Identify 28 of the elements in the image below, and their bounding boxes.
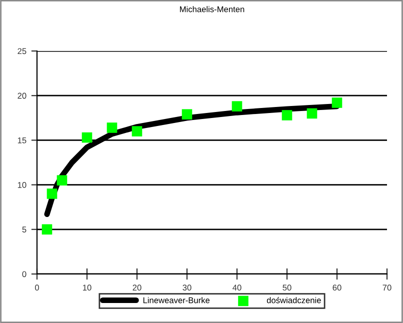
legend-label: doświadczenie xyxy=(266,297,321,304)
y-tick-label: 0 xyxy=(22,271,26,278)
point xyxy=(232,101,242,112)
y-tick-label: 5 xyxy=(22,226,26,232)
x-tick-label: 70 xyxy=(382,284,392,291)
x-tick-label: 0 xyxy=(35,284,39,291)
point xyxy=(106,122,118,133)
y-tick-label: 25 xyxy=(18,48,26,54)
chart-title: Michaelis-Menten xyxy=(180,6,244,12)
y-tick-label: 15 xyxy=(18,137,26,144)
point xyxy=(82,132,92,143)
point xyxy=(332,98,342,108)
x-tick-label: 50 xyxy=(282,284,292,291)
x-tick-label: 30 xyxy=(182,284,192,291)
point xyxy=(56,175,68,186)
point xyxy=(306,108,318,119)
y-tick-label: 10 xyxy=(18,182,26,188)
point xyxy=(42,224,52,235)
legend-label: Lineweaver-Burke xyxy=(143,297,210,304)
point xyxy=(132,126,142,136)
x-tick-label: 20 xyxy=(132,284,142,291)
y-tick-label: 20 xyxy=(18,92,26,99)
point xyxy=(182,109,192,120)
x-tick-label: 40 xyxy=(232,284,242,291)
point xyxy=(282,110,292,120)
point xyxy=(46,188,58,199)
x-tick-label: 60 xyxy=(332,284,342,291)
x-tick-label: 10 xyxy=(83,284,92,291)
